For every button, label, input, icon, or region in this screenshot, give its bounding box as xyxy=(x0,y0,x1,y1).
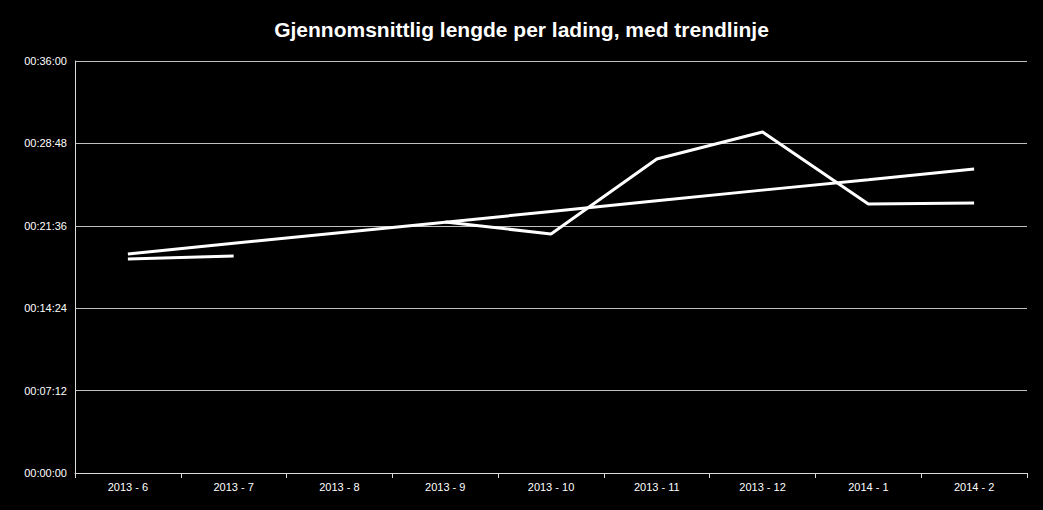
svg-text:Gjennomsnittlig lengde per lad: Gjennomsnittlig lengde per lading, med t… xyxy=(274,18,769,41)
svg-text:2013 - 6: 2013 - 6 xyxy=(108,481,148,493)
svg-text:00:07:12: 00:07:12 xyxy=(24,385,67,397)
svg-text:2013 - 10: 2013 - 10 xyxy=(528,481,574,493)
svg-text:2013 - 12: 2013 - 12 xyxy=(739,481,785,493)
svg-text:2014 - 1: 2014 - 1 xyxy=(848,481,888,493)
svg-text:00:28:48: 00:28:48 xyxy=(24,137,67,149)
svg-text:2013 - 11: 2013 - 11 xyxy=(634,481,680,493)
svg-text:2014 - 2: 2014 - 2 xyxy=(954,481,994,493)
svg-text:00:21:36: 00:21:36 xyxy=(24,220,67,232)
svg-text:00:14:24: 00:14:24 xyxy=(24,302,67,314)
svg-text:2013 - 7: 2013 - 7 xyxy=(213,481,253,493)
svg-text:2013 - 9: 2013 - 9 xyxy=(425,481,465,493)
svg-text:00:00:00: 00:00:00 xyxy=(24,467,67,479)
svg-text:00:36:00: 00:36:00 xyxy=(24,55,67,67)
svg-text:2013 - 8: 2013 - 8 xyxy=(319,481,359,493)
